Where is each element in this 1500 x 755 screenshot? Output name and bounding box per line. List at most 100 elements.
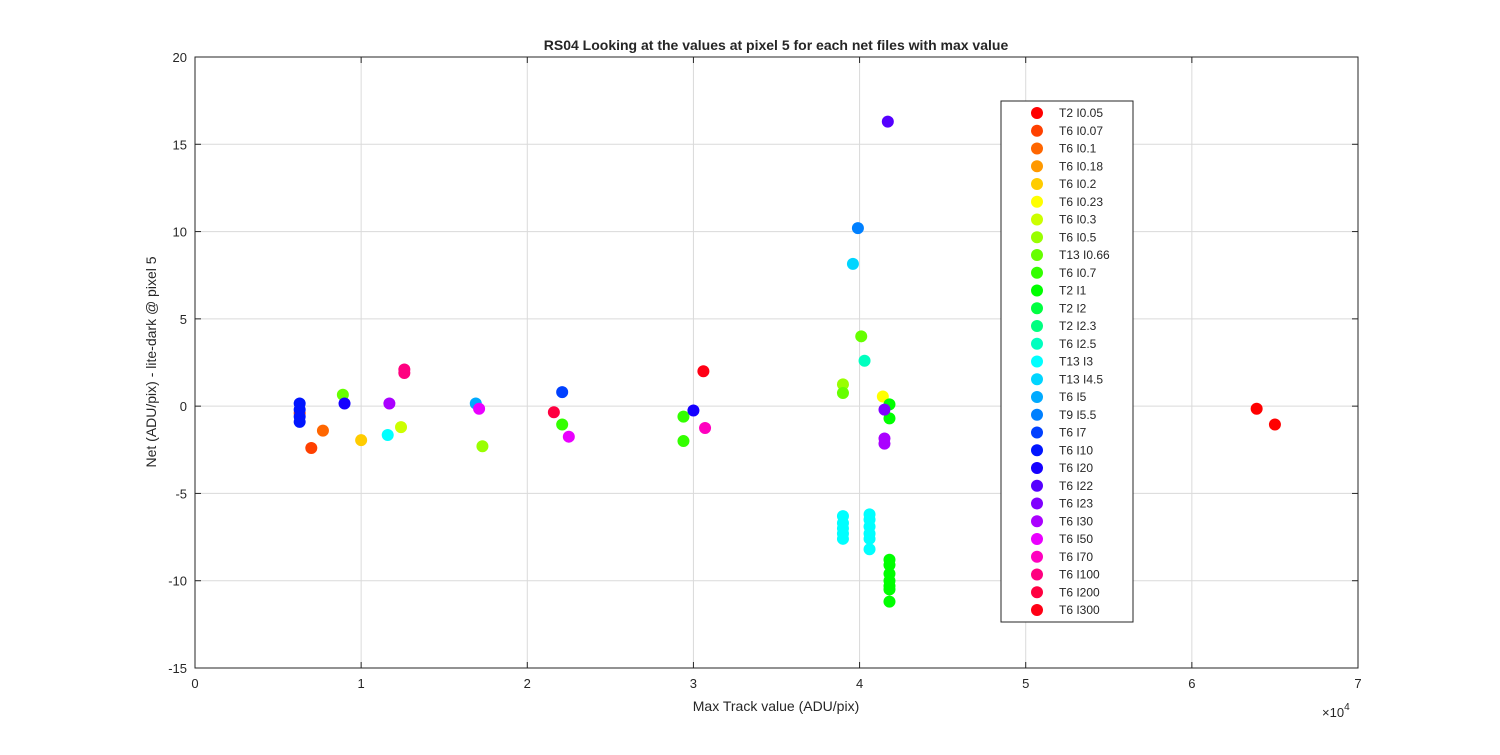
legend-marker: [1031, 355, 1043, 368]
data-point: [687, 404, 700, 417]
y-tick-label: -15: [168, 661, 187, 676]
legend-label: T6 I22: [1059, 479, 1093, 493]
legend-label: T6 I0.18: [1059, 159, 1103, 173]
data-point: [556, 418, 569, 431]
y-tick-label: 15: [173, 137, 187, 152]
y-tick-label: 20: [173, 50, 187, 65]
legend-label: T6 I10: [1059, 443, 1093, 457]
data-point: [699, 421, 712, 434]
legend-marker: [1031, 107, 1043, 119]
legend-label: T6 I0.2: [1059, 177, 1097, 191]
legend-marker: [1031, 391, 1043, 403]
data-point: [836, 378, 849, 391]
data-point: [338, 397, 351, 410]
legend-label: T2 I2: [1059, 301, 1087, 315]
data-point: [1268, 418, 1281, 431]
legend-marker: [1031, 178, 1043, 190]
x-tick-label: 4: [856, 676, 863, 691]
data-point: [851, 222, 864, 235]
data-point: [473, 402, 486, 415]
data-point: [883, 559, 896, 572]
legend-label: T2 I0.05: [1059, 106, 1103, 120]
legend-label: T13 I3: [1059, 355, 1093, 369]
legend-box: [1000, 100, 1134, 623]
y-tick-label: -5: [175, 486, 187, 501]
legend-label: T6 I0.3: [1059, 213, 1097, 227]
legend-marker: [1031, 195, 1043, 208]
legend-label: T6 I20: [1059, 461, 1093, 475]
data-point: [846, 257, 859, 270]
data-point: [697, 365, 710, 378]
legend-label: T6 I0.07: [1059, 124, 1103, 138]
x-tick-label: 6: [1188, 676, 1195, 691]
legend-marker: [1031, 373, 1043, 386]
data-point: [383, 397, 396, 410]
data-point: [677, 410, 690, 423]
legend-marker: [1031, 586, 1043, 599]
data-point: [858, 354, 871, 367]
data-point: [355, 434, 368, 447]
legend-marker: [1031, 142, 1043, 155]
legend-label: T6 I23: [1059, 497, 1093, 511]
legend-label: T2 I2.3: [1059, 319, 1097, 333]
data-point: [316, 424, 329, 437]
legend: T2 I0.05 T6 I0.07 T6 I0.1 T6 I0.18 T6 I0.2 T6…: [1000, 100, 1134, 623]
legend-label: T6 I300: [1059, 603, 1100, 617]
y-tick-label: 0: [180, 399, 187, 414]
data-point: [556, 386, 569, 399]
legend-marker: [1031, 213, 1043, 226]
legend-marker: [1031, 479, 1043, 492]
x-tick-label: 3: [690, 676, 697, 691]
x-tick-label: 7: [1354, 676, 1361, 691]
legend-label: T6 I30: [1059, 514, 1093, 528]
legend-marker: [1031, 284, 1043, 297]
legend-label: T9 I5.5: [1059, 408, 1097, 422]
legend-label: T6 I0.23: [1059, 195, 1103, 209]
y-tick-label: 5: [180, 312, 187, 327]
legend-label: T13 I4.5: [1059, 372, 1103, 386]
x-tick-label: 5: [1022, 676, 1029, 691]
data-point: [381, 428, 394, 441]
data-point: [863, 543, 876, 556]
data-point: [863, 532, 876, 545]
data-point: [547, 406, 560, 419]
data-point: [881, 115, 894, 128]
data-point: [883, 583, 896, 596]
legend-label: T6 I100: [1059, 568, 1100, 582]
data-point: [883, 412, 896, 425]
plot-frame: [194, 56, 1359, 669]
data-point: [476, 440, 489, 453]
data-point: [293, 415, 306, 428]
legend-marker: [1031, 231, 1043, 244]
legend-label: T6 I0.1: [1059, 142, 1097, 156]
x-tick-label: 1: [358, 676, 365, 691]
legend-label: T6 I200: [1059, 585, 1100, 599]
data-point: [395, 421, 408, 434]
data-point: [883, 595, 896, 608]
legend-marker: [1031, 515, 1043, 528]
data-point: [878, 437, 891, 450]
data-point: [677, 435, 690, 448]
legend-marker: [1031, 533, 1043, 545]
legend-label: T6 I5: [1059, 390, 1087, 404]
legend-marker: [1031, 497, 1043, 510]
legend-marker: [1031, 550, 1043, 563]
legend-marker: [1031, 568, 1043, 581]
legend-label: T6 I2.5: [1059, 337, 1097, 351]
data-point: [836, 532, 849, 545]
data-points: [293, 115, 1281, 608]
chart-title: RS04 Looking at the values at pixel 5 fo…: [544, 37, 1009, 53]
legend-marker: [1031, 337, 1043, 350]
legend-label: T6 I0.5: [1059, 230, 1097, 244]
data-point: [878, 403, 891, 416]
legend-marker: [1031, 444, 1043, 457]
data-point: [836, 387, 849, 400]
legend-marker: [1031, 249, 1043, 261]
legend-marker: [1031, 604, 1043, 616]
x-tick-label: 2: [524, 676, 531, 691]
legend-marker: [1031, 302, 1043, 315]
x-axis-exponent: ×104: [1322, 702, 1350, 720]
legend-label: T6 I70: [1059, 550, 1093, 564]
legend-label: T6 I7: [1059, 426, 1087, 440]
